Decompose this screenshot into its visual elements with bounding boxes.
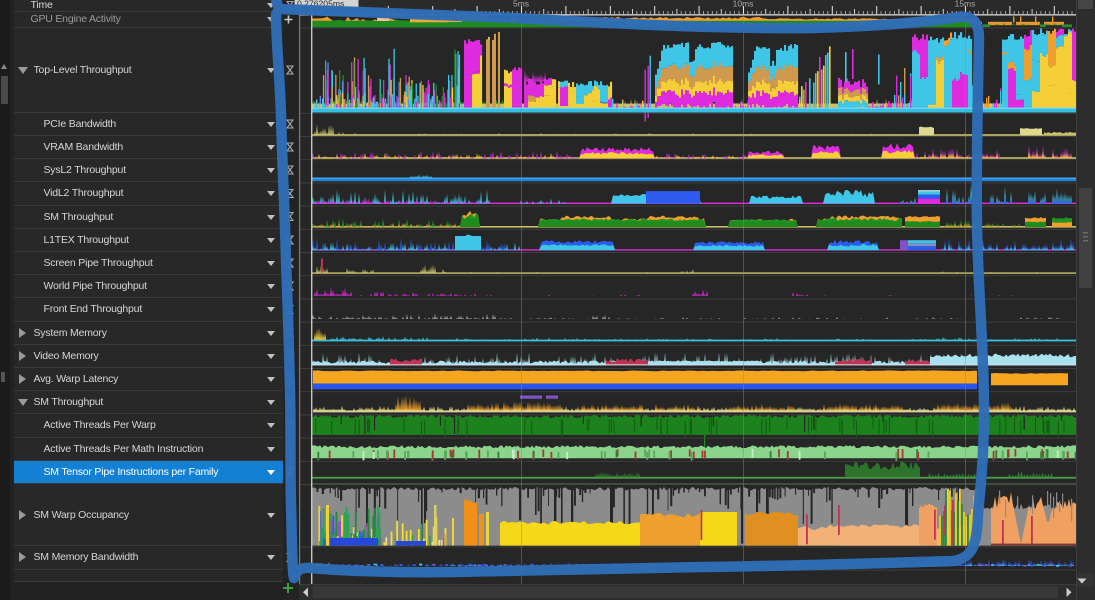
svg-text:15ms: 15ms <box>955 0 976 8</box>
svg-text:10ms: 10ms <box>733 0 754 8</box>
svg-text:0.276205ms: 0.276205ms <box>297 0 344 8</box>
svg-text:5ms: 5ms <box>513 0 529 8</box>
